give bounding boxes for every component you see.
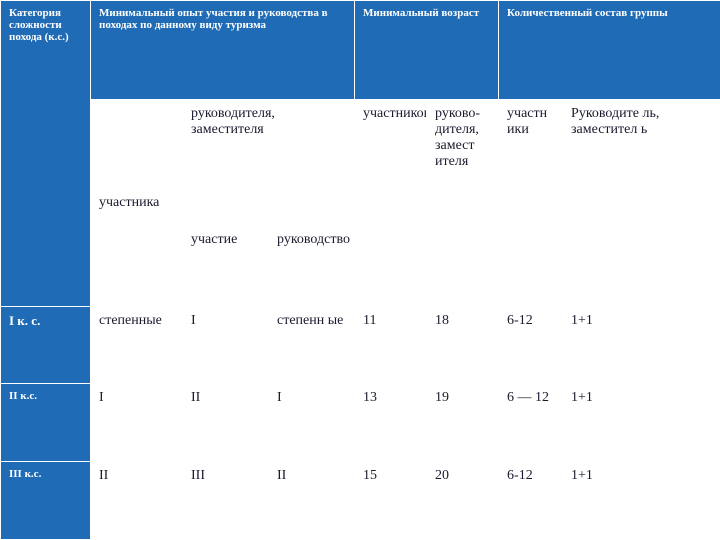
sub-participant: участника: [91, 100, 183, 306]
row-label: II к.с.: [1, 384, 91, 462]
cell: 20: [427, 462, 499, 540]
cell: 13: [355, 384, 427, 462]
cell: 15: [355, 462, 427, 540]
cell: I: [269, 384, 355, 462]
cell: II: [91, 462, 183, 540]
header-row: Категория сложности похода (к.с.) Минима…: [1, 1, 720, 100]
cell: 1+1: [563, 384, 720, 462]
cell: II: [269, 462, 355, 540]
cell: 1+1: [563, 306, 720, 384]
subheader-row-1: участника руководителя, заместителя учас…: [1, 100, 720, 226]
sub-leader-deputy: руководителя, заместителя: [183, 100, 355, 226]
cell: 11: [355, 306, 427, 384]
tourism-requirements-table: Категория сложности похода (к.с.) Минима…: [0, 0, 720, 540]
cell: степенные: [91, 306, 183, 384]
cell: степенн ые: [269, 306, 355, 384]
cell: 6-12: [499, 462, 563, 540]
col-group-size: Количественный состав группы: [499, 1, 720, 100]
sub-members: участн ики: [499, 100, 563, 306]
cell: 1+1: [563, 462, 720, 540]
cell: II: [183, 384, 269, 462]
sub-leader-deputy-age: руково-дителя, замест ителя: [427, 100, 499, 306]
cell: I: [91, 384, 183, 462]
cell: III: [183, 462, 269, 540]
row-label: III к.с.: [1, 462, 91, 540]
col-category: Категория сложности похода (к.с.): [1, 1, 91, 307]
sub-participation: участие: [183, 225, 269, 306]
row-label: I к. с.: [1, 306, 91, 384]
cell: 18: [427, 306, 499, 384]
table-row: I к. с. степенные I степенн ые 11 18 6-1…: [1, 306, 720, 384]
cell: 6 — 12: [499, 384, 563, 462]
cell: 19: [427, 384, 499, 462]
sub-participants: участников: [355, 100, 427, 306]
sub-leadership: руководство: [269, 225, 355, 306]
cell: I: [183, 306, 269, 384]
col-min-experience: Минимальный опыт участия и руководства в…: [91, 1, 355, 100]
cell: 6-12: [499, 306, 563, 384]
col-min-age: Минимальный возраст: [355, 1, 499, 100]
sub-leader-deputy-count: Руководите ль, заместител ь: [563, 100, 720, 306]
table-row: III к.с. II III II 15 20 6-12 1+1: [1, 462, 720, 540]
table-row: II к.с. I II I 13 19 6 — 12 1+1: [1, 384, 720, 462]
